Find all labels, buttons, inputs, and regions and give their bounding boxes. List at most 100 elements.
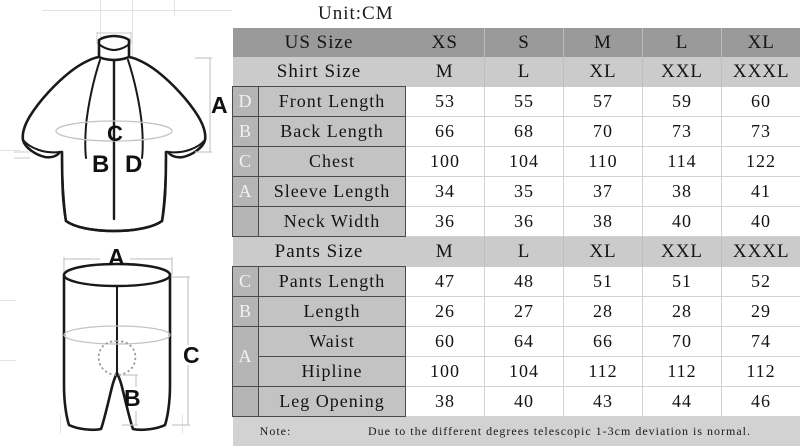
row-name: Back Length [259,117,406,147]
jersey-label-b: B [92,153,109,177]
row-letter: C [233,147,259,177]
note-cell: Note: Due to the different degrees teles… [233,417,800,446]
row-value: 100 [406,147,485,177]
row-value: 34 [406,177,485,207]
row-value: 35 [485,177,564,207]
row-value: 110 [564,147,643,177]
row-name: Front Length [259,87,406,117]
row-value: 51 [643,267,722,297]
row-value: 114 [643,147,722,177]
us-size-xl: XL [722,28,800,57]
row-value: 70 [643,327,722,357]
table-row: D Front Length 53 55 57 59 60 [233,87,800,117]
jersey-label-a: A [211,94,228,117]
row-value: 55 [485,87,564,117]
row-value: 28 [643,297,722,327]
row-letter: C [233,267,259,297]
jersey-label-c: C [107,123,123,145]
row-value: 112 [643,357,722,387]
shorts-label-c: C [183,344,200,367]
shirt-size-xxl: XXL [643,57,722,87]
table-row: A Waist 60 64 66 70 74 [233,327,800,357]
row-name: Chest [259,147,406,177]
row-name: Pants Length [259,267,406,297]
row-value: 41 [722,177,800,207]
size-chart-page: A B C D [0,0,800,433]
row-value: 57 [564,87,643,117]
pants-size-l: L [485,237,564,267]
row-value: 44 [643,387,722,417]
row-letter: B [233,117,259,147]
shirt-size-xl: XL [564,57,643,87]
row-value: 29 [722,297,800,327]
row-value: 38 [406,387,485,417]
row-value: 27 [485,297,564,327]
row-name: Neck Width [259,207,406,237]
row-name: Hipline [259,357,406,387]
table-row: B Length 26 27 28 28 29 [233,297,800,327]
row-value: 100 [406,357,485,387]
table-row-us-size: US Size XS S M L XL [233,28,800,57]
row-value: 38 [564,207,643,237]
row-value: 60 [722,87,800,117]
row-value: 66 [406,117,485,147]
row-value: 73 [722,117,800,147]
pants-size-label: Pants Size [233,237,406,267]
table-row-shirt-size: Shirt Size M L XL XXL XXXL [233,57,800,87]
table-row: C Pants Length 47 48 51 51 52 [233,267,800,297]
table-row: C Chest 100 104 110 114 122 [233,147,800,177]
row-name: Leg Opening [259,387,406,417]
table-row-note: Note: Due to the different degrees teles… [233,417,800,446]
row-value: 66 [564,327,643,357]
shirt-size-label: Shirt Size [233,57,406,87]
row-letter: A [233,177,259,207]
note-text: Due to the different degrees telescopic … [319,424,800,439]
row-value: 36 [406,207,485,237]
row-value: 60 [406,327,485,357]
row-value: 48 [485,267,564,297]
row-value: 59 [643,87,722,117]
us-size-xs: XS [406,28,485,57]
row-value: 112 [722,357,800,387]
illustration-panel: A B C D [0,0,232,433]
note-label: Note: [233,424,319,439]
row-value: 74 [722,327,800,357]
row-value: 51 [564,267,643,297]
us-size-label: US Size [233,28,406,57]
table-row: Neck Width 36 36 38 40 40 [233,207,800,237]
row-value: 40 [643,207,722,237]
us-size-m: M [564,28,643,57]
row-letter: B [233,297,259,327]
table-row: A Sleeve Length 34 35 37 38 41 [233,177,800,207]
table-row-pants-size: Pants Size M L XL XXL XXXL [233,237,800,267]
row-name: Waist [259,327,406,357]
row-value: 26 [406,297,485,327]
cycling-jersey-illustration [0,0,232,240]
us-size-l: L [643,28,722,57]
row-value: 43 [564,387,643,417]
pants-size-m: M [406,237,485,267]
table-row: Leg Opening 38 40 43 44 46 [233,387,800,417]
row-letter [233,387,259,417]
row-value: 46 [722,387,800,417]
row-name: Sleeve Length [259,177,406,207]
shirt-size-m: M [406,57,485,87]
shirt-size-l: L [485,57,564,87]
shorts-label-a: A [108,246,125,269]
row-value: 73 [643,117,722,147]
row-value: 37 [564,177,643,207]
row-value: 64 [485,327,564,357]
row-value: 122 [722,147,800,177]
jersey-label-d: D [125,153,142,177]
row-value: 47 [406,267,485,297]
pants-size-xxxl: XXXL [722,237,800,267]
row-value: 52 [722,267,800,297]
table-row: B Back Length 66 68 70 73 73 [233,117,800,147]
row-value: 112 [564,357,643,387]
size-chart-table: US Size XS S M L XL Shirt Size M L XL XX… [232,28,800,446]
row-value: 53 [406,87,485,117]
row-value: 68 [485,117,564,147]
row-value: 40 [722,207,800,237]
row-value: 104 [485,357,564,387]
pants-size-xl: XL [564,237,643,267]
